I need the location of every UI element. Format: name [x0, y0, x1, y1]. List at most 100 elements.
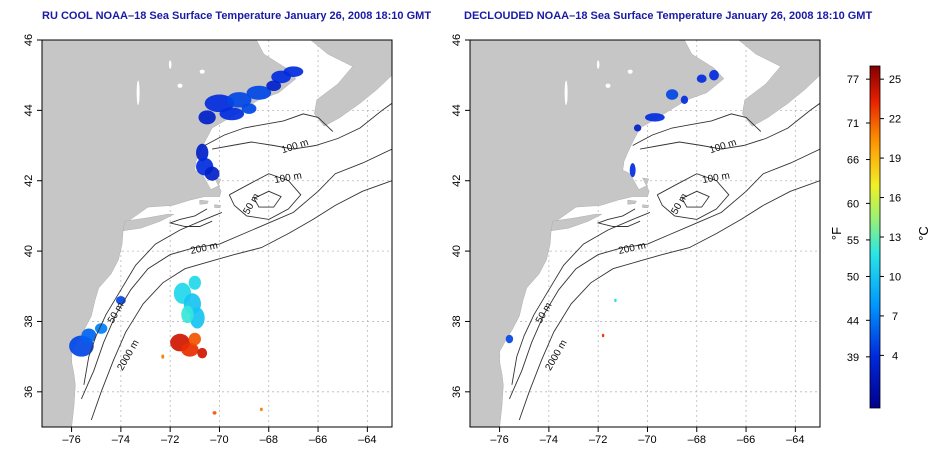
y-tick-label: 42: [451, 175, 463, 187]
x-tick-label: –72: [161, 434, 179, 446]
celsius-unit-label: °C: [915, 226, 931, 241]
fahrenheit-tick-label: 39: [847, 352, 859, 364]
sst-data-patch: [198, 110, 216, 125]
celsius-tick-label: 22: [889, 114, 901, 126]
isobath-inner-loop: [596, 208, 641, 227]
celsius-tick-label: 4: [892, 350, 898, 362]
landmass: [214, 204, 222, 209]
fahrenheit-tick-label: 66: [847, 155, 859, 167]
isobath-50m-gulf: [632, 113, 762, 146]
lake: [605, 83, 611, 88]
landmass: [199, 199, 209, 205]
celsius-tick-label: 7: [892, 311, 898, 323]
lake: [136, 80, 140, 106]
x-tick-label: –74: [112, 434, 130, 446]
x-tick-label: –70: [210, 434, 228, 446]
lake: [564, 80, 568, 106]
sst-data-patch: [212, 411, 217, 415]
fahrenheit-unit-label: °F: [829, 226, 845, 241]
y-tick-label: 40: [23, 245, 35, 257]
landmass: [627, 199, 637, 205]
landmass: [738, 40, 820, 127]
sst-data-patch: [226, 92, 252, 108]
isobath-inner-loop: [168, 208, 213, 227]
colorbar-gradient: [869, 65, 881, 409]
y-tick-label: 46: [451, 34, 463, 46]
isobath-2000m: [90, 180, 392, 421]
sst-data-patch: [241, 103, 257, 114]
sst-data-patch: [188, 275, 201, 290]
celsius-tick-label: 13: [889, 232, 901, 244]
x-tick-label: –72: [589, 434, 607, 446]
isobath-label: 100 m: [273, 170, 302, 186]
temperature-colorbar: 25 22 19 16 13 10 7 4 77 71 66 60 55 50 44 39: [830, 60, 920, 425]
isobath-100m-gulf: [640, 102, 820, 150]
sst-data-patch: [196, 143, 209, 162]
y-tick-label: 36: [23, 386, 35, 398]
x-tick-label: –68: [260, 434, 278, 446]
landmass: [551, 213, 603, 231]
y-tick-label: 38: [451, 315, 463, 327]
sst-data-patch: [614, 298, 617, 303]
landmass: [642, 204, 650, 209]
map-frame: [469, 39, 821, 428]
lake: [199, 69, 205, 74]
map-frame: [41, 39, 393, 428]
sst-data-patch: [188, 332, 201, 346]
celsius-tick-label: 19: [889, 153, 901, 165]
fahrenheit-tick-label: 55: [847, 235, 859, 247]
lake: [177, 83, 183, 88]
sst-data-patch: [633, 124, 642, 132]
x-tick-label: –66: [309, 434, 327, 446]
sst-data-patch: [259, 407, 263, 412]
isobath-georges-bank: [656, 173, 730, 220]
y-tick-label: 44: [23, 104, 35, 116]
isobath-label: 100 m: [701, 170, 730, 186]
sst-data-patch: [189, 307, 205, 329]
sst-data-patch: [204, 94, 235, 113]
isobath-50m-gulf: [204, 113, 334, 146]
isobath-200m: [508, 148, 820, 400]
fahrenheit-tick-label: 44: [847, 315, 859, 327]
lake: [596, 60, 600, 69]
isobath-200m: [80, 148, 392, 400]
isobath-georges-inner: [681, 190, 710, 208]
sst-data-patch: [601, 333, 605, 338]
y-tick-label: 44: [451, 104, 463, 116]
celsius-tick-label: 25: [889, 74, 901, 86]
x-tick-label: –76: [62, 434, 80, 446]
isobath-2000m: [518, 180, 820, 421]
landmass: [310, 40, 392, 127]
landmass: [470, 40, 725, 427]
sst-data-patch: [709, 69, 719, 81]
right-map-title: DECLOUDED NOAA–18 Sea Surface Temperatur…: [464, 10, 873, 22]
y-tick-label: 38: [23, 315, 35, 327]
fahrenheit-tick-label: 77: [847, 74, 859, 86]
isobath-georges-bank: [228, 173, 302, 220]
sst-data-patch: [266, 80, 282, 92]
x-tick-label: –76: [490, 434, 508, 446]
sst-data-patch: [181, 342, 199, 357]
isobath-50m-shelf: [511, 211, 651, 385]
landmass: [123, 213, 175, 231]
sst-data-patch: [246, 85, 272, 100]
lake: [168, 60, 172, 69]
sst-data-patch: [181, 305, 194, 324]
left-map-title: RU COOL NOAA–18 Sea Surface Temperature …: [42, 10, 432, 22]
sst-data-patch: [283, 66, 304, 77]
sst-data-patch: [665, 89, 679, 100]
sst-data-patch: [219, 107, 245, 121]
sst-data-patch: [505, 334, 514, 344]
sst-data-patch: [629, 163, 636, 178]
y-tick-label: 46: [23, 34, 35, 46]
isobath-50m-shelf: [83, 211, 223, 385]
sst-data-patch: [645, 113, 665, 122]
celsius-tick-label: 16: [889, 193, 901, 205]
sst-data-patch: [204, 166, 220, 181]
sst-data-patch: [680, 95, 689, 105]
sst-data-patch: [81, 328, 97, 343]
x-tick-label: –64: [358, 434, 376, 446]
lake: [627, 69, 633, 74]
